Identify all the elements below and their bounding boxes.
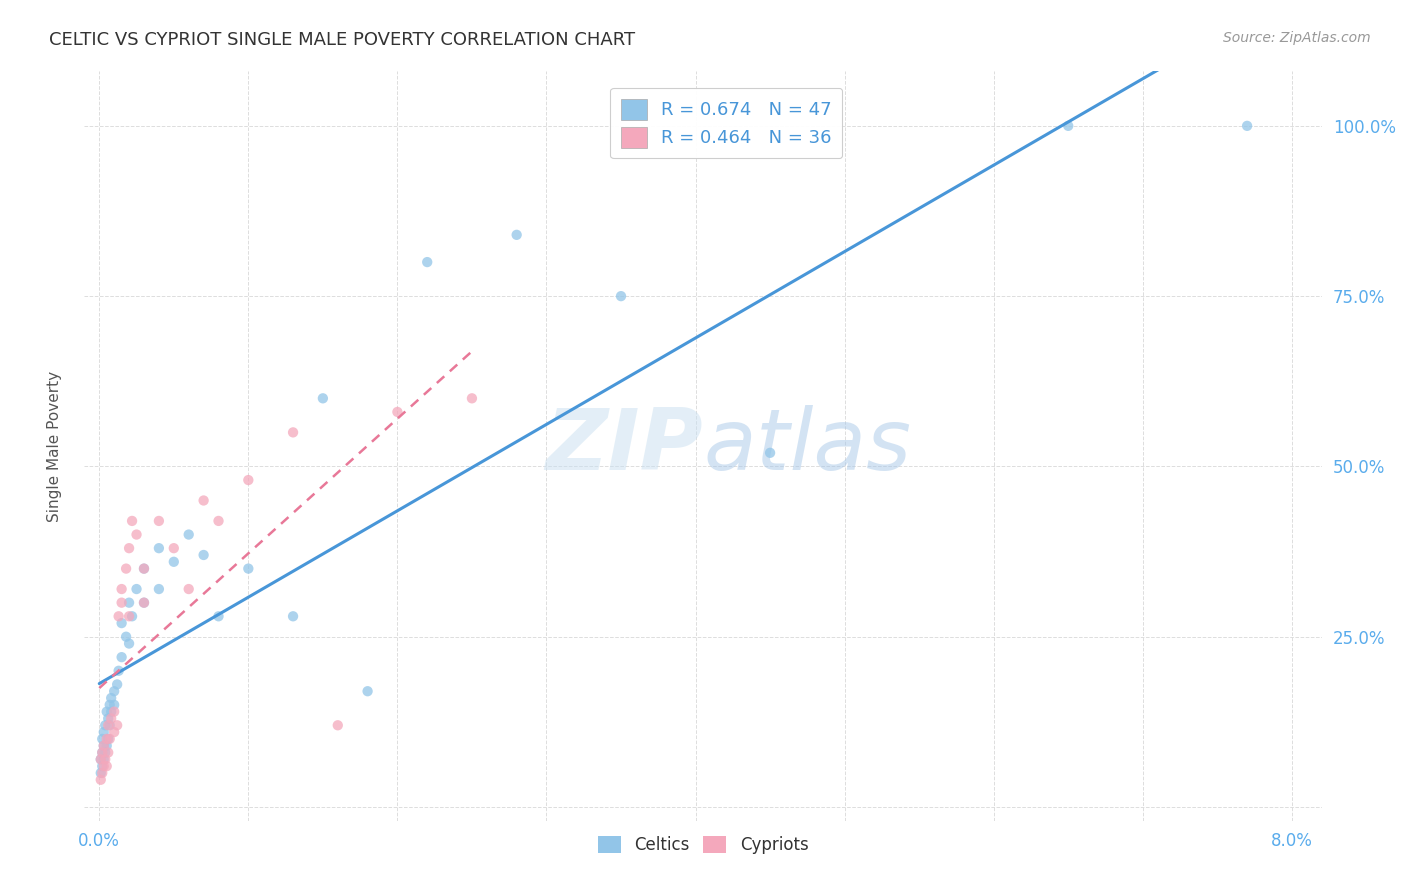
Point bbox=[91, 731, 114, 746]
Point bbox=[90, 752, 112, 766]
Point bbox=[759, 446, 782, 460]
Point bbox=[96, 739, 118, 753]
Point bbox=[111, 650, 134, 665]
Point bbox=[96, 731, 118, 746]
Point bbox=[177, 582, 200, 596]
Point bbox=[97, 746, 120, 760]
Point bbox=[90, 772, 112, 787]
Point bbox=[93, 759, 115, 773]
Point bbox=[148, 582, 170, 596]
Point bbox=[98, 698, 121, 712]
Point bbox=[100, 711, 122, 725]
Point bbox=[610, 289, 633, 303]
Point bbox=[416, 255, 439, 269]
Point bbox=[193, 493, 215, 508]
Point bbox=[118, 636, 141, 650]
Point bbox=[98, 731, 121, 746]
Point bbox=[90, 766, 112, 780]
Point bbox=[111, 582, 134, 596]
Point bbox=[163, 555, 186, 569]
Point bbox=[132, 561, 155, 575]
Point bbox=[1057, 119, 1080, 133]
Point bbox=[461, 392, 484, 406]
Point bbox=[107, 609, 129, 624]
Point bbox=[148, 514, 170, 528]
Point bbox=[94, 752, 117, 766]
Point bbox=[98, 718, 121, 732]
Text: atlas: atlas bbox=[703, 404, 911, 488]
Point bbox=[115, 561, 138, 575]
Legend: Celtics, Cypriots: Celtics, Cypriots bbox=[591, 830, 815, 861]
Point bbox=[103, 725, 125, 739]
Text: ZIP: ZIP bbox=[546, 404, 703, 488]
Point bbox=[326, 718, 349, 732]
Point bbox=[111, 616, 134, 631]
Point bbox=[118, 609, 141, 624]
Point bbox=[125, 527, 148, 541]
Point bbox=[118, 596, 141, 610]
Point bbox=[105, 677, 128, 691]
Point bbox=[91, 766, 114, 780]
Point bbox=[91, 746, 114, 760]
Point bbox=[193, 548, 215, 562]
Point bbox=[103, 698, 125, 712]
Y-axis label: Single Male Poverty: Single Male Poverty bbox=[48, 370, 62, 522]
Point bbox=[238, 473, 260, 487]
Point bbox=[111, 596, 134, 610]
Point bbox=[121, 609, 143, 624]
Point bbox=[103, 684, 125, 698]
Point bbox=[132, 596, 155, 610]
Point bbox=[132, 561, 155, 575]
Point bbox=[281, 425, 304, 440]
Point bbox=[118, 541, 141, 556]
Point bbox=[281, 609, 304, 624]
Point bbox=[90, 752, 112, 766]
Point bbox=[96, 705, 118, 719]
Point bbox=[387, 405, 409, 419]
Point bbox=[93, 739, 115, 753]
Point bbox=[94, 718, 117, 732]
Point bbox=[100, 705, 122, 719]
Point bbox=[1236, 119, 1258, 133]
Point bbox=[94, 746, 117, 760]
Point bbox=[100, 691, 122, 706]
Point bbox=[121, 514, 143, 528]
Point bbox=[93, 739, 115, 753]
Point bbox=[163, 541, 186, 556]
Point bbox=[97, 731, 120, 746]
Text: CELTIC VS CYPRIOT SINGLE MALE POVERTY CORRELATION CHART: CELTIC VS CYPRIOT SINGLE MALE POVERTY CO… bbox=[49, 31, 636, 49]
Point bbox=[125, 582, 148, 596]
Point bbox=[505, 227, 527, 242]
Point bbox=[105, 718, 128, 732]
Point bbox=[91, 759, 114, 773]
Text: Source: ZipAtlas.com: Source: ZipAtlas.com bbox=[1223, 31, 1371, 45]
Point bbox=[115, 630, 138, 644]
Point bbox=[97, 718, 120, 732]
Point bbox=[97, 711, 120, 725]
Point bbox=[93, 752, 115, 766]
Point bbox=[177, 527, 200, 541]
Point bbox=[207, 514, 229, 528]
Point bbox=[132, 596, 155, 610]
Point bbox=[93, 725, 115, 739]
Point bbox=[312, 392, 335, 406]
Point bbox=[107, 664, 129, 678]
Point bbox=[148, 541, 170, 556]
Point bbox=[91, 746, 114, 760]
Point bbox=[356, 684, 378, 698]
Point bbox=[103, 705, 125, 719]
Point bbox=[238, 561, 260, 575]
Point bbox=[207, 609, 229, 624]
Point bbox=[96, 759, 118, 773]
